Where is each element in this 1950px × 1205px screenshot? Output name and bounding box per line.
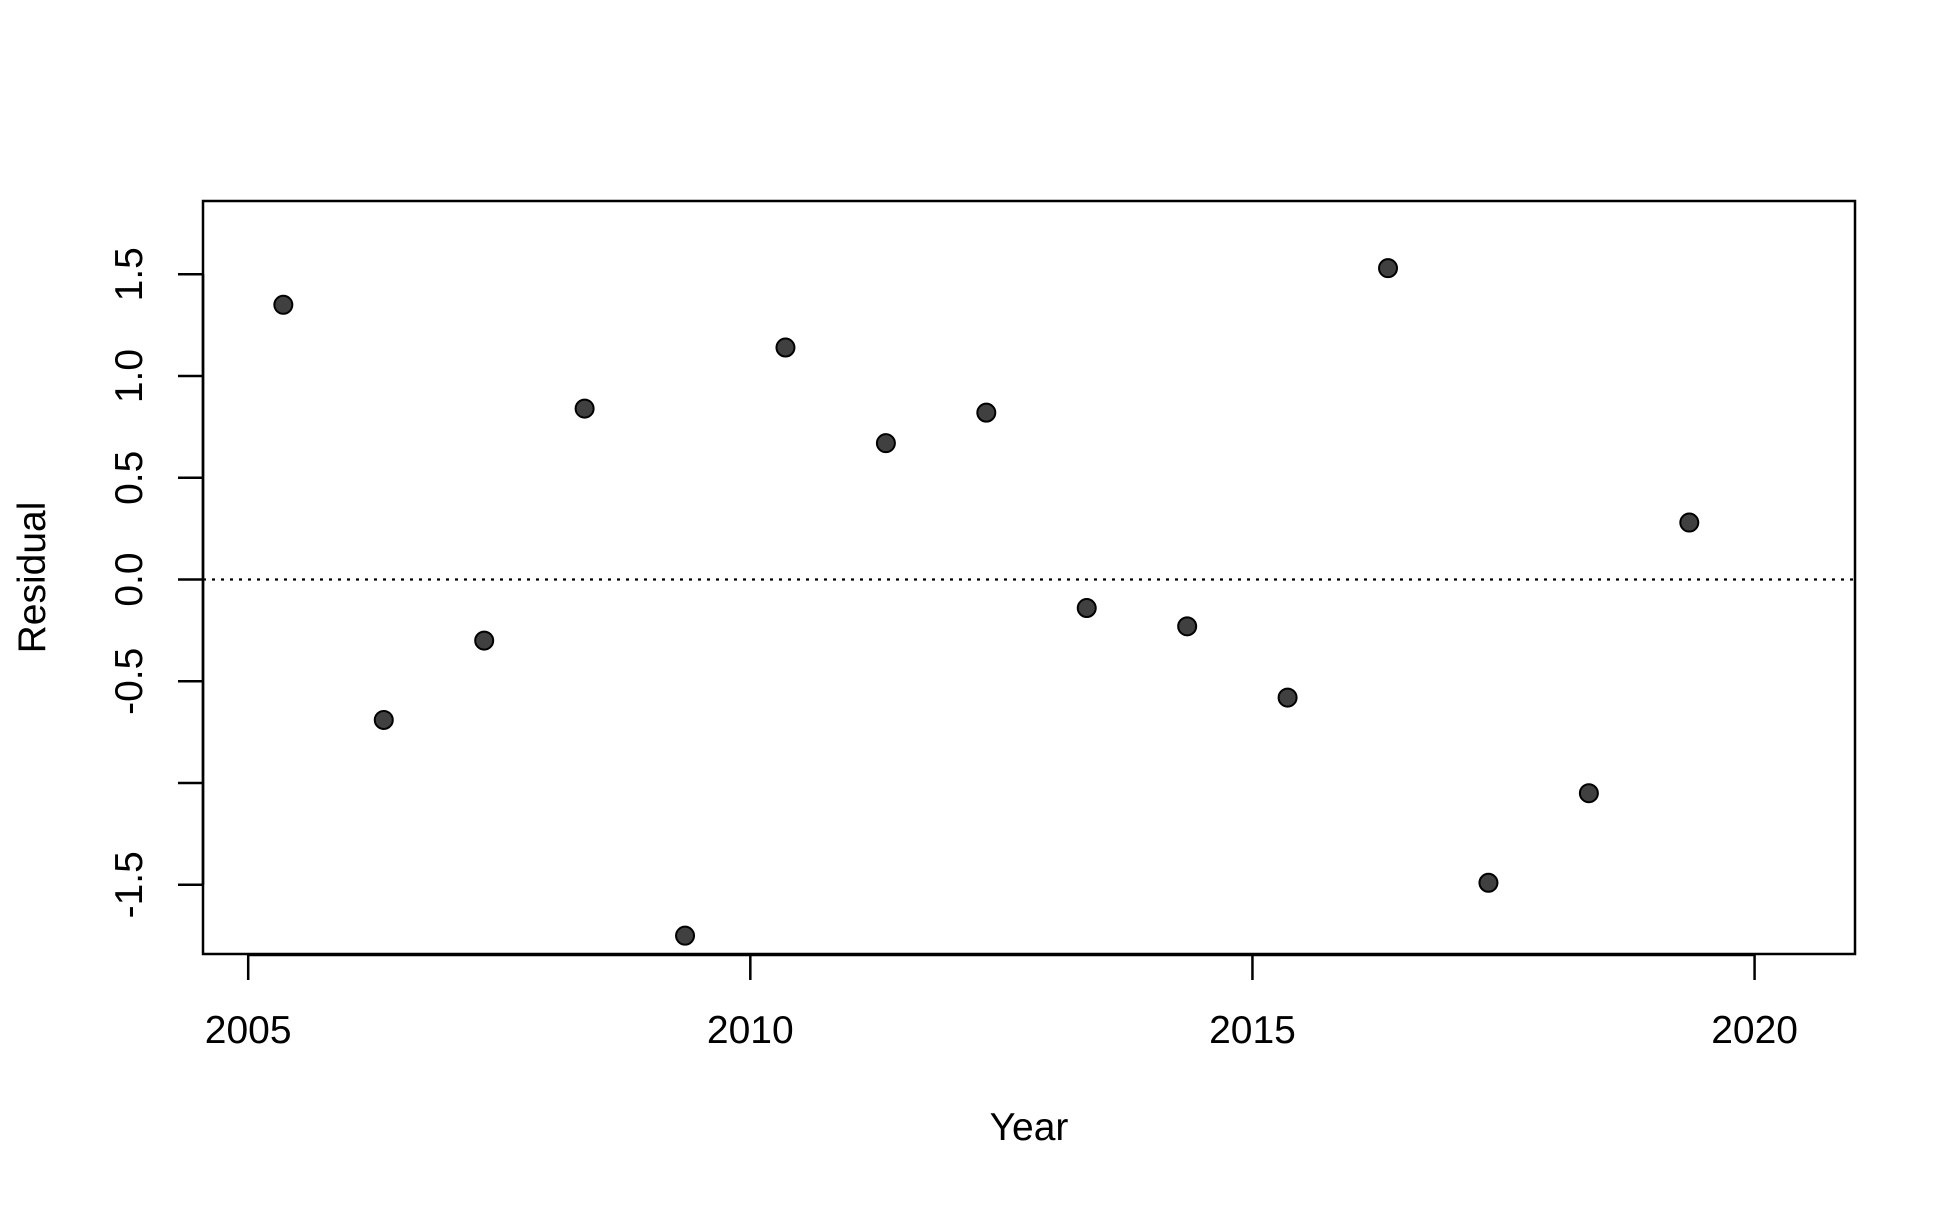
x-tick-label: 2020 <box>1711 1009 1798 1052</box>
data-points <box>273 258 1700 946</box>
y-tick-label: 0.0 <box>108 552 151 606</box>
x-tick-label: 2010 <box>707 1009 794 1052</box>
data-point <box>775 337 796 358</box>
x-axis-title: Year <box>990 1106 1069 1149</box>
y-axis-title: Residual <box>11 502 54 654</box>
data-point <box>1177 616 1198 637</box>
data-point <box>1578 783 1599 804</box>
data-point <box>574 398 595 419</box>
y-tick-label: 1.5 <box>108 247 151 301</box>
y-tick-label: 0.5 <box>108 451 151 505</box>
data-point <box>976 402 997 423</box>
data-point <box>373 709 394 730</box>
x-tick-label: 2005 <box>205 1009 292 1052</box>
y-tick-label: -0.5 <box>108 648 151 715</box>
data-point <box>1076 598 1097 619</box>
y-tick-label: -1.5 <box>108 851 151 918</box>
x-tick-label: 2015 <box>1209 1009 1296 1052</box>
data-point <box>1679 512 1700 533</box>
data-point <box>875 433 896 454</box>
data-point <box>1378 258 1399 279</box>
plot-frame <box>201 199 1857 956</box>
y-tick-label: 1.0 <box>108 349 151 403</box>
data-point <box>474 630 495 651</box>
data-point <box>675 925 696 946</box>
data-point <box>273 294 294 315</box>
data-point <box>1277 687 1298 708</box>
data-point <box>1478 872 1499 893</box>
